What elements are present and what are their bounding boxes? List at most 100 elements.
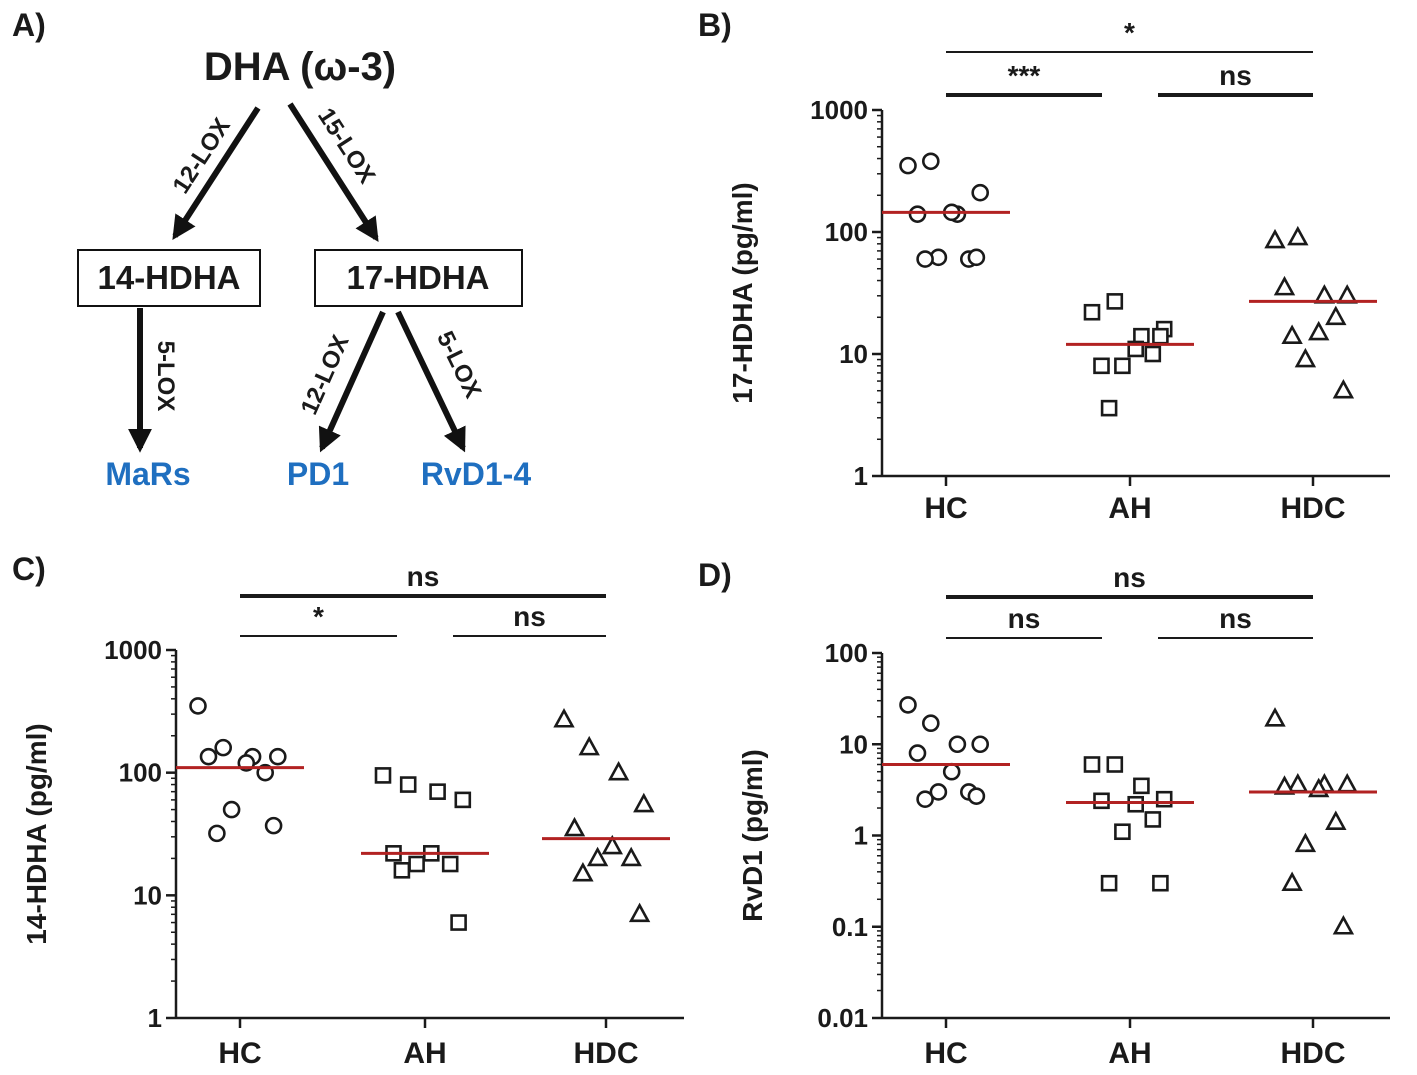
data-point-hc xyxy=(929,783,948,801)
panel-c-chart: C) 1 10 100 1000 14-HDHA (pg/ml) HC AH HDC ns * ns xyxy=(12,551,684,1070)
y-tick-label: 0.01 xyxy=(817,1003,868,1033)
data-point-hdc xyxy=(620,846,642,867)
y-axis-title: 14-HDHA (pg/ml) xyxy=(21,723,52,944)
data-point-ah xyxy=(393,861,411,879)
data-point-hdc xyxy=(628,902,651,923)
arrow-17hdha-to-pd1 xyxy=(318,310,386,453)
data-point-hc xyxy=(967,787,986,805)
data-point-hc xyxy=(908,205,927,223)
significance-label: ns xyxy=(1219,603,1252,634)
arrow-dha-to-17hdha xyxy=(287,102,379,243)
y-tick-label: 100 xyxy=(825,638,868,668)
data-point-hdc xyxy=(1325,810,1347,830)
x-category-label: HC xyxy=(924,492,967,525)
panel-d-chart: D) 0.01 0.1 1 10 100 RvD1 (pg/ml) HC AH HDC ns ns ns xyxy=(698,557,1390,1070)
data-point-ah xyxy=(1152,327,1169,345)
product-mars: MaRs xyxy=(105,456,190,492)
data-point-hdc xyxy=(1287,225,1309,246)
data-point-ah xyxy=(1106,756,1124,773)
y-tick-label: 100 xyxy=(825,217,868,247)
y-tick-label: 1000 xyxy=(104,635,162,665)
x-category-label: HDC xyxy=(574,1037,639,1070)
significance-label: ns xyxy=(513,601,546,632)
enzyme-5lox-left: 5-LOX xyxy=(152,341,179,412)
data-point-hc xyxy=(921,714,940,733)
data-point-hdc xyxy=(1332,915,1355,935)
data-point-hdc xyxy=(1294,832,1317,853)
data-point-ah xyxy=(1083,303,1101,321)
data-point-hdc xyxy=(1264,228,1286,249)
data-point-ah xyxy=(1114,823,1131,841)
arrow-dha-to-14hdha xyxy=(172,106,261,241)
data-point-ah xyxy=(1100,399,1118,417)
significance-label: ns xyxy=(1008,603,1041,634)
data-point-hc xyxy=(214,738,232,757)
x-category-label: AH xyxy=(1108,1037,1151,1070)
data-point-ah xyxy=(450,914,467,931)
data-point-hc xyxy=(908,744,927,762)
y-tick-label: 10 xyxy=(839,339,868,369)
data-point-ah xyxy=(429,783,446,800)
data-point-hdc xyxy=(572,862,594,882)
data-point-ah xyxy=(1152,874,1169,892)
data-point-hdc xyxy=(563,816,586,837)
data-point-hc xyxy=(264,816,283,835)
data-point-hdc xyxy=(607,760,630,781)
data-point-ah xyxy=(441,855,459,873)
x-category-label: AH xyxy=(403,1037,446,1070)
y-tick-label: 1000 xyxy=(810,95,868,125)
enzyme-15lox: 15-LOX xyxy=(312,103,380,188)
y-tick-label: 1 xyxy=(854,821,868,851)
product-rvd1-4: RvD1-4 xyxy=(421,456,531,492)
data-point-hdc xyxy=(1264,707,1286,727)
data-point-hc xyxy=(899,696,917,714)
data-point-hdc xyxy=(1308,320,1330,341)
dha-title: DHA (ω-3) xyxy=(204,45,396,89)
data-point-hdc xyxy=(586,846,609,867)
x-category-label: HDC xyxy=(1281,492,1346,525)
node-17hdha-box xyxy=(314,249,523,307)
data-point-ah xyxy=(1100,874,1118,892)
data-point-ah xyxy=(374,767,392,784)
data-point-hc xyxy=(222,800,241,819)
data-point-ah xyxy=(1127,795,1144,813)
data-point-ah xyxy=(399,776,417,793)
data-point-hdc xyxy=(1294,347,1317,368)
y-axis-title: 17-HDHA (pg/ml) xyxy=(727,182,758,403)
enzyme-5lox-right: 5-LOX xyxy=(431,327,486,402)
arrow-17hdha-to-rvd xyxy=(395,310,466,453)
data-point-hdc xyxy=(1281,871,1303,892)
data-point-hdc xyxy=(633,792,655,813)
significance-label: ns xyxy=(1113,562,1146,593)
enzyme-12lox-right: 12-LOX xyxy=(296,331,355,419)
x-category-label: HC xyxy=(924,1037,967,1070)
data-point-ah xyxy=(1114,357,1131,375)
panel-label: B) xyxy=(698,7,732,43)
x-category-label: HC xyxy=(218,1037,261,1070)
y-tick-label: 10 xyxy=(839,729,868,759)
data-point-hdc xyxy=(578,735,600,756)
data-point-hc xyxy=(268,747,287,766)
significance-label: * xyxy=(313,601,324,632)
data-point-ah xyxy=(1155,790,1173,808)
significance-label: ns xyxy=(1219,60,1252,91)
data-point-ah xyxy=(1093,792,1110,810)
significance-label: ns xyxy=(407,561,440,592)
data-point-hc xyxy=(967,248,986,267)
data-point-ah xyxy=(1144,345,1162,363)
data-point-hdc xyxy=(1332,379,1355,399)
data-point-hc xyxy=(971,183,990,202)
significance-label: * xyxy=(1124,17,1135,48)
y-tick-label: 0.1 xyxy=(832,912,868,942)
data-point-hc xyxy=(921,152,940,171)
data-point-hdc xyxy=(553,708,575,728)
panel-label: D) xyxy=(698,557,732,593)
y-tick-label: 1 xyxy=(854,461,868,491)
panel-a-label: A) xyxy=(12,7,46,43)
data-point-hdc xyxy=(1325,305,1347,326)
data-point-hdc xyxy=(1273,775,1296,795)
node-14hdha-box xyxy=(77,249,261,307)
significance-label: *** xyxy=(1008,60,1041,91)
pathway-diagram: A) DHA (ω-3) 12-LOX 15-LOX 14-HDHA 17-HD… xyxy=(12,7,531,492)
